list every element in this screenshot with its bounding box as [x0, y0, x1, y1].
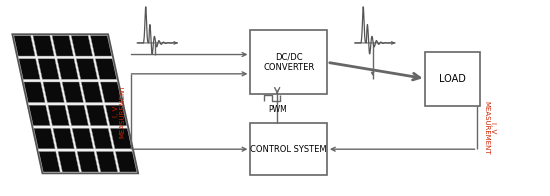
Polygon shape [81, 82, 102, 102]
Text: I, V
MEASUREMENT: I, V MEASUREMENT [113, 85, 126, 138]
Polygon shape [90, 36, 112, 56]
Text: PWM: PWM [268, 105, 287, 114]
Text: LOAD: LOAD [439, 74, 466, 84]
Polygon shape [106, 105, 127, 126]
Polygon shape [48, 105, 69, 126]
Polygon shape [101, 82, 122, 102]
Polygon shape [14, 36, 35, 56]
Polygon shape [116, 152, 137, 172]
Polygon shape [67, 105, 89, 126]
Polygon shape [96, 152, 118, 172]
Polygon shape [33, 36, 54, 56]
Polygon shape [58, 152, 79, 172]
Polygon shape [52, 36, 73, 56]
Polygon shape [111, 128, 132, 149]
Polygon shape [77, 152, 98, 172]
Polygon shape [57, 59, 78, 79]
Polygon shape [39, 152, 60, 172]
Polygon shape [86, 105, 108, 126]
Bar [250, 30, 327, 94]
Polygon shape [72, 36, 92, 56]
Polygon shape [12, 34, 138, 173]
Polygon shape [38, 59, 59, 79]
Polygon shape [53, 128, 74, 149]
Text: CONTROL SYSTEM: CONTROL SYSTEM [250, 145, 327, 154]
Polygon shape [62, 82, 84, 102]
Bar [250, 123, 327, 175]
Text: I, V
MEASUREMENT: I, V MEASUREMENT [483, 101, 496, 154]
Polygon shape [72, 128, 94, 149]
Polygon shape [95, 59, 117, 79]
Polygon shape [19, 59, 40, 79]
Polygon shape [29, 105, 50, 126]
Text: DC/DC
CONVERTER: DC/DC CONVERTER [263, 53, 314, 72]
Polygon shape [43, 82, 64, 102]
Polygon shape [34, 128, 55, 149]
Bar [426, 52, 480, 106]
Polygon shape [91, 128, 113, 149]
Polygon shape [24, 82, 45, 102]
Polygon shape [76, 59, 97, 79]
